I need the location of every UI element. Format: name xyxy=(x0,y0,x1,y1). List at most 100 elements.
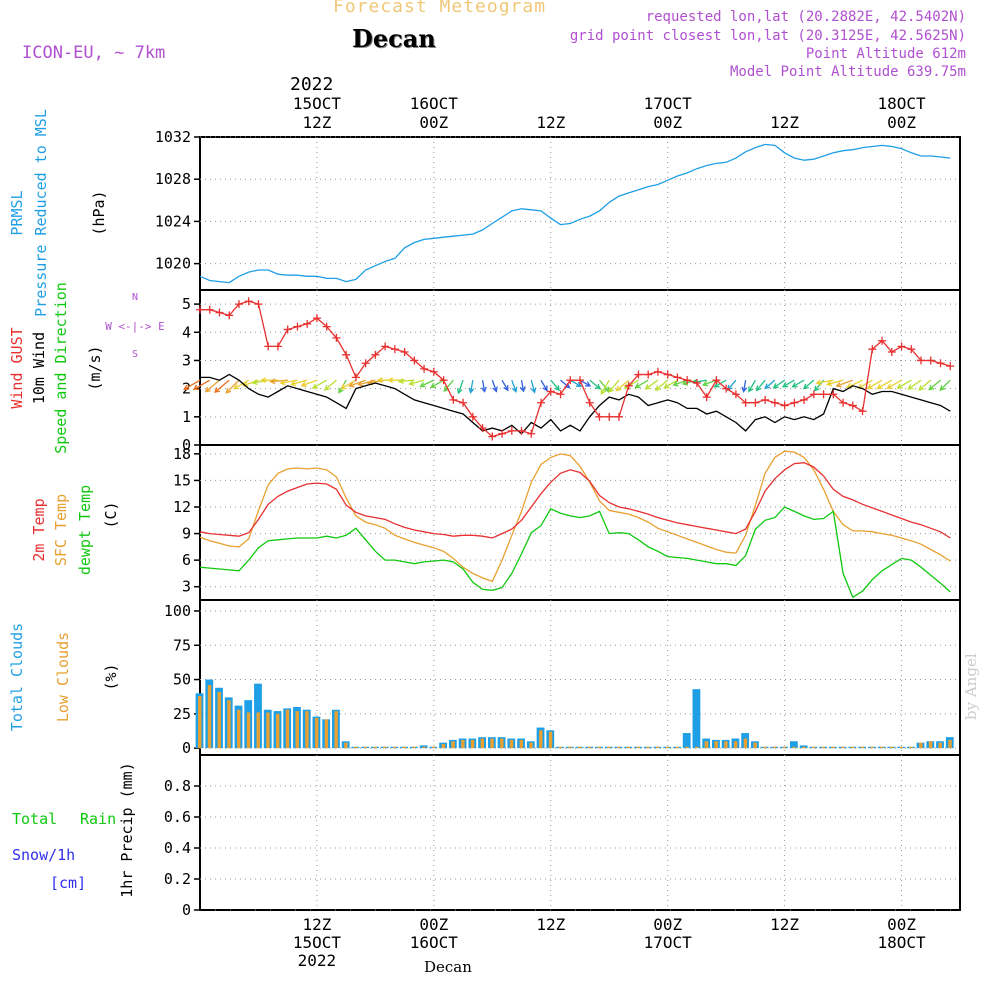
low-clouds-bar xyxy=(392,746,397,749)
wind-gust-marker xyxy=(585,398,594,407)
low-clouds-bar xyxy=(373,746,377,749)
wind-gust-marker xyxy=(702,393,711,402)
wind-gust-marker xyxy=(439,376,448,385)
wind-gust-marker xyxy=(429,367,438,376)
wind-direction-arrowhead xyxy=(644,384,651,390)
wind-direction-arrowhead xyxy=(323,384,330,391)
wind-gust-marker xyxy=(459,398,468,407)
wind-direction-arrowhead xyxy=(594,383,601,390)
wind-gust-marker xyxy=(400,348,409,356)
clouds-ytick-label: 0 xyxy=(182,739,191,757)
compass-north: N xyxy=(132,292,138,303)
wind-direction-arrowhead xyxy=(213,387,221,393)
total-label: Total xyxy=(12,810,57,828)
top-time-label: 00Z xyxy=(653,113,682,132)
wind-direction-arrowhead xyxy=(791,382,798,388)
wind-direction-arrow xyxy=(501,379,509,391)
wind-direction-arrow xyxy=(836,379,854,387)
low-clouds-bar xyxy=(276,713,280,749)
wind-direction-arrow xyxy=(225,379,240,394)
precip-unit-label: 1hr Precip (mm) xyxy=(118,762,136,897)
low-clouds-bar xyxy=(198,696,202,749)
low-clouds-bar xyxy=(607,746,611,749)
low-clouds-bar xyxy=(948,739,952,749)
wind-gust-marker xyxy=(351,373,360,382)
wind-gust-marker xyxy=(234,300,243,309)
wind-direction-arrowhead xyxy=(492,386,498,393)
wind-gust-marker xyxy=(644,370,653,379)
top-time-label: 00Z xyxy=(419,113,448,132)
wind-direction-arrowhead xyxy=(457,387,463,395)
wind-gust-marker xyxy=(780,401,789,410)
wind-direction-arrowhead xyxy=(311,383,319,389)
low-clouds-bar xyxy=(237,709,241,749)
wind-direction-arrowhead xyxy=(928,384,935,391)
low-clouds-bar xyxy=(938,742,942,749)
pressure-msl-label: Pressure Reduced to MSL xyxy=(32,109,50,317)
wind-direction-arrowhead xyxy=(183,384,190,390)
low-clouds-label: Low Clouds xyxy=(54,632,72,722)
wind-direction-arrowhead xyxy=(554,385,560,392)
low-clouds-bar xyxy=(334,711,338,749)
clouds-ytick-label: 100 xyxy=(164,602,191,620)
wind-direction-arrowhead xyxy=(300,381,307,388)
low-clouds-bar xyxy=(753,742,757,749)
wind-gust-marker xyxy=(273,342,282,351)
wind-direction-arrow xyxy=(540,379,548,391)
footer-station: Decan xyxy=(424,958,472,976)
wind-direction-arrow xyxy=(291,379,308,386)
top-date-label: 15OCT xyxy=(293,94,342,113)
wind-gust-marker xyxy=(907,345,916,354)
wind-gust-marker xyxy=(683,376,692,385)
wind-direction-arrowhead xyxy=(542,385,548,392)
wind-direction-arrowhead xyxy=(886,383,893,389)
low-clouds-bar xyxy=(617,746,621,749)
wind-gust-marker xyxy=(381,342,390,351)
wind-direction-arrow xyxy=(409,379,425,385)
wind-gust-marker xyxy=(196,305,204,314)
wind-direction-arrowhead xyxy=(408,380,415,386)
wind-direction-arrow xyxy=(827,379,844,386)
wind-direction-arrowhead xyxy=(584,381,592,387)
low-clouds-bar xyxy=(217,691,221,749)
compass-south: S xyxy=(132,349,138,360)
wind-direction-arrowhead xyxy=(815,379,822,386)
wind-direction-arrowhead xyxy=(530,387,537,394)
station-name: Decan xyxy=(352,24,436,53)
wind-direction-arrowhead xyxy=(748,386,754,393)
wind-gust-marker xyxy=(741,398,750,407)
dewpt-temp-label: dewpt Temp xyxy=(76,485,94,575)
wind-gust-marker xyxy=(488,432,497,441)
wind-direction-arrow xyxy=(469,380,474,393)
snow-unit-label: [cm] xyxy=(50,874,86,892)
wind-gust-marker xyxy=(614,412,623,421)
low-clouds-bar xyxy=(344,742,348,749)
wind-direction-arrowhead xyxy=(764,383,771,390)
wind-direction-arrowhead xyxy=(802,383,809,390)
wind-direction-arrowhead xyxy=(357,380,364,387)
wind-direction-arrow xyxy=(511,379,517,392)
wind-direction-arrowhead xyxy=(348,381,355,388)
wind-direction-arrow xyxy=(816,379,834,384)
wind-direction-arrow xyxy=(341,379,357,390)
wind-direction-arrow xyxy=(918,379,932,391)
low-clouds-bar xyxy=(246,712,251,749)
low-clouds-bar xyxy=(656,746,660,749)
wind-direction-arrow xyxy=(748,379,756,392)
total-clouds-bar xyxy=(692,689,701,749)
wind-gust-marker xyxy=(800,395,809,404)
wind-direction-arrow xyxy=(233,379,250,390)
2m-temp-label: 2m Temp xyxy=(30,498,48,561)
wind-direction-arrow xyxy=(520,380,525,392)
wind-gust-marker xyxy=(624,381,633,390)
low-clouds-bar xyxy=(880,746,884,749)
low-clouds-bar xyxy=(597,746,601,749)
wind-gust-marker xyxy=(751,398,760,407)
wind-direction-arrowhead xyxy=(615,385,622,392)
wind-direction-arrowhead xyxy=(835,381,842,388)
wind-gust-marker xyxy=(809,390,818,399)
low-clouds-bar xyxy=(568,746,572,749)
wind-gust-marker xyxy=(663,370,672,379)
wind-gust-marker xyxy=(946,362,955,371)
wind-gust-marker xyxy=(449,395,458,404)
